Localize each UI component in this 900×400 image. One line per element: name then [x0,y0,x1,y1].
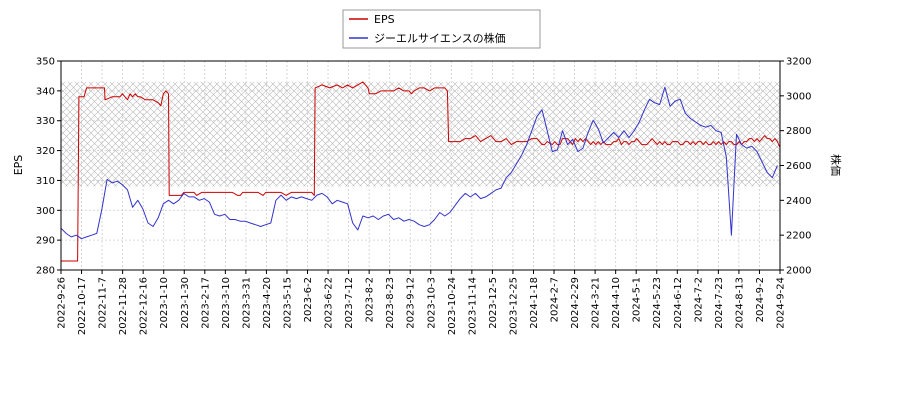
hatch-band [61,81,780,187]
x-tick-label: 2024-3-21 [591,277,602,329]
left-tick-label: 300 [36,206,55,217]
left-axis-ticks: 280 290 300 310 320 330 340 350 [36,57,61,277]
x-tick-label: 2024-8-13 [734,277,745,329]
x-tick-label: 2023-9-12 [406,277,417,329]
right-tick-label: 2800 [786,126,811,137]
x-tick-label: 2024-6-12 [673,277,684,329]
x-tick-label: 2024-1-18 [529,277,540,329]
legend: EPS ジーエルサイエンスの株価 [342,9,541,49]
x-tick-label: 2024-7-23 [714,277,725,329]
x-tick-label: 2024-2-29 [570,277,581,329]
left-tick-label: 340 [36,86,55,97]
x-tick-label: 2023-6-22 [324,277,335,329]
x-tick-label: 2022-12-16 [139,277,150,335]
x-tick-label: 2022-11-28 [118,277,129,335]
x-tick-label: 2023-7-12 [344,277,355,329]
left-axis-title: EPS [12,155,25,176]
legend-box [342,9,541,49]
series-line-stock-price [61,86,778,240]
series-line-eps [61,81,780,262]
left-tick-label: 350 [36,57,55,68]
x-tick-label: 2022-9-26 [57,277,68,329]
series-lines [61,81,780,262]
x-tick-label: 2024-2-7 [550,277,561,322]
x-tick-label: 2023-3-31 [241,277,252,329]
x-tick-label: 2023-4-20 [262,277,273,329]
right-axis-ticks: 2000 2200 2400 2600 2800 3000 3200 [780,57,811,277]
left-tick-label: 280 [36,266,55,277]
x-tick-label: 2024-5-23 [652,277,663,329]
x-tick-label: 2024-9-2 [755,277,766,322]
right-tick-label: 2200 [786,231,811,242]
left-tick-label: 320 [36,146,55,157]
hatch-band-area [61,81,780,187]
right-tick-label: 2400 [786,196,811,207]
legend-label-stock-price: ジーエルサイエンスの株価 [374,31,506,45]
right-axis-title: 株価 [829,154,843,176]
x-tick-label: 2023-11-14 [467,277,478,335]
x-tick-label: 2023-6-2 [303,277,314,322]
x-tick-label: 2023-12-25 [508,277,519,335]
x-tick-label: 2023-1-30 [180,277,191,329]
x-tick-label: 2022-10-17 [77,277,88,335]
x-tick-label: 2024-7-2 [693,277,704,322]
x-tick-label: 2023-1-10 [159,277,170,329]
x-tick-label: 2023-8-2 [365,277,376,322]
left-tick-label: 330 [36,116,55,127]
x-tick-label: 2024-5-1 [632,277,643,322]
grid [60,60,781,271]
right-tick-label: 2000 [786,266,811,277]
x-tick-label: 2022-11-7 [98,277,109,329]
left-tick-label: 310 [36,176,55,187]
left-tick-label: 290 [36,236,55,247]
x-tick-label: 2023-10-3 [426,277,437,329]
x-tick-label: 2023-8-23 [385,277,396,329]
x-axis-ticks: 2022-9-26 2022-10-17 2022-11-7 2022-11-28 20… [57,270,787,335]
right-tick-label: 2600 [786,161,811,172]
right-tick-label: 3200 [786,57,811,68]
x-tick-label: 2024-9-24 [776,277,787,329]
x-tick-label: 2023-12-5 [488,277,499,329]
right-tick-label: 3000 [786,91,811,102]
x-tick-label: 2023-5-15 [282,277,293,329]
legend-label-eps: EPS [374,13,395,26]
x-tick-label: 2023-10-24 [447,277,458,335]
x-tick-label: 2023-2-17 [200,277,211,329]
x-tick-label: 2024-4-10 [611,277,622,329]
x-tick-label: 2023-3-10 [221,277,232,329]
